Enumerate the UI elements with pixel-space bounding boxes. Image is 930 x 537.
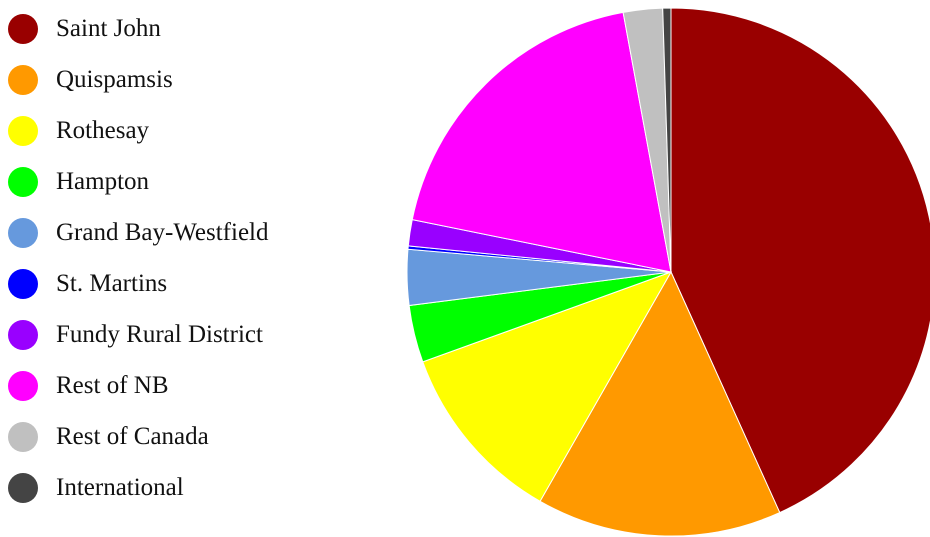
pie-slice-rest-of-nb (411, 11, 672, 273)
pie-slice-international (662, 7, 672, 273)
legend-swatch (8, 370, 38, 401)
legend-swatch (8, 319, 38, 350)
legend-label: Quispamsis (56, 65, 173, 93)
legend-item: Saint John (8, 3, 368, 54)
legend-item: Fundy Rural District (8, 309, 368, 360)
legend-label: Rest of NB (56, 371, 169, 399)
legend-swatch (8, 421, 38, 452)
legend-label: Grand Bay-Westfield (56, 218, 269, 246)
legend-swatch (8, 166, 38, 197)
legend-item: Quispamsis (8, 54, 368, 105)
legend-item: Hampton (8, 156, 368, 207)
legend-label: St. Martins (56, 269, 168, 297)
legend-item: St. Martins (8, 258, 368, 309)
legend-item: International (8, 462, 368, 513)
pie-slice-rothesay (422, 271, 673, 502)
legend-label: Saint John (56, 14, 161, 42)
legend-swatch (8, 13, 38, 44)
legend-item: Rest of NB (8, 360, 368, 411)
legend-item: Rothesay (8, 105, 368, 156)
legend-label: International (56, 473, 184, 501)
legend-swatch (8, 268, 38, 299)
legend-swatch (8, 472, 38, 503)
legend-swatch (8, 217, 38, 248)
legend-swatch (8, 64, 38, 95)
legend-item: Rest of Canada (8, 411, 368, 462)
legend-swatch (8, 115, 38, 146)
legend-label: Hampton (56, 167, 150, 195)
legend-label: Fundy Rural District (56, 320, 263, 348)
legend-label: Rest of Canada (56, 422, 209, 450)
legend-label: Rothesay (56, 116, 150, 144)
pie-slice-quispamsis (539, 270, 781, 537)
legend: Saint John Quispamsis Rothesay Hampton Grand… (8, 3, 368, 513)
pie-slice-saint-john (670, 7, 930, 514)
legend-item: Grand Bay-Westfield (8, 207, 368, 258)
